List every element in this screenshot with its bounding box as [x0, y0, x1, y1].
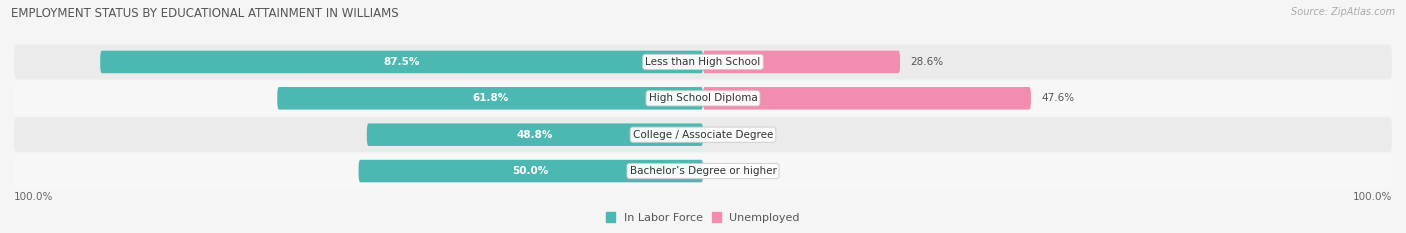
FancyBboxPatch shape: [14, 154, 1392, 188]
FancyBboxPatch shape: [359, 160, 703, 182]
Text: 87.5%: 87.5%: [384, 57, 420, 67]
Text: 61.8%: 61.8%: [472, 93, 508, 103]
FancyBboxPatch shape: [100, 51, 703, 73]
Text: Less than High School: Less than High School: [645, 57, 761, 67]
FancyBboxPatch shape: [703, 51, 900, 73]
Text: 50.0%: 50.0%: [513, 166, 548, 176]
FancyBboxPatch shape: [367, 123, 703, 146]
Legend: In Labor Force, Unemployed: In Labor Force, Unemployed: [602, 208, 804, 227]
Text: 100.0%: 100.0%: [14, 192, 53, 202]
FancyBboxPatch shape: [14, 117, 1392, 152]
FancyBboxPatch shape: [277, 87, 703, 110]
Text: 28.6%: 28.6%: [910, 57, 943, 67]
Text: College / Associate Degree: College / Associate Degree: [633, 130, 773, 140]
Text: High School Diploma: High School Diploma: [648, 93, 758, 103]
Text: 100.0%: 100.0%: [1353, 192, 1392, 202]
FancyBboxPatch shape: [703, 87, 1031, 110]
Text: EMPLOYMENT STATUS BY EDUCATIONAL ATTAINMENT IN WILLIAMS: EMPLOYMENT STATUS BY EDUCATIONAL ATTAINM…: [11, 7, 399, 20]
FancyBboxPatch shape: [14, 45, 1392, 79]
FancyBboxPatch shape: [14, 81, 1392, 116]
Text: Bachelor’s Degree or higher: Bachelor’s Degree or higher: [630, 166, 776, 176]
Text: 0.0%: 0.0%: [713, 166, 740, 176]
Text: Source: ZipAtlas.com: Source: ZipAtlas.com: [1291, 7, 1395, 17]
Text: 47.6%: 47.6%: [1042, 93, 1074, 103]
Text: 0.0%: 0.0%: [713, 130, 740, 140]
Text: 48.8%: 48.8%: [517, 130, 553, 140]
